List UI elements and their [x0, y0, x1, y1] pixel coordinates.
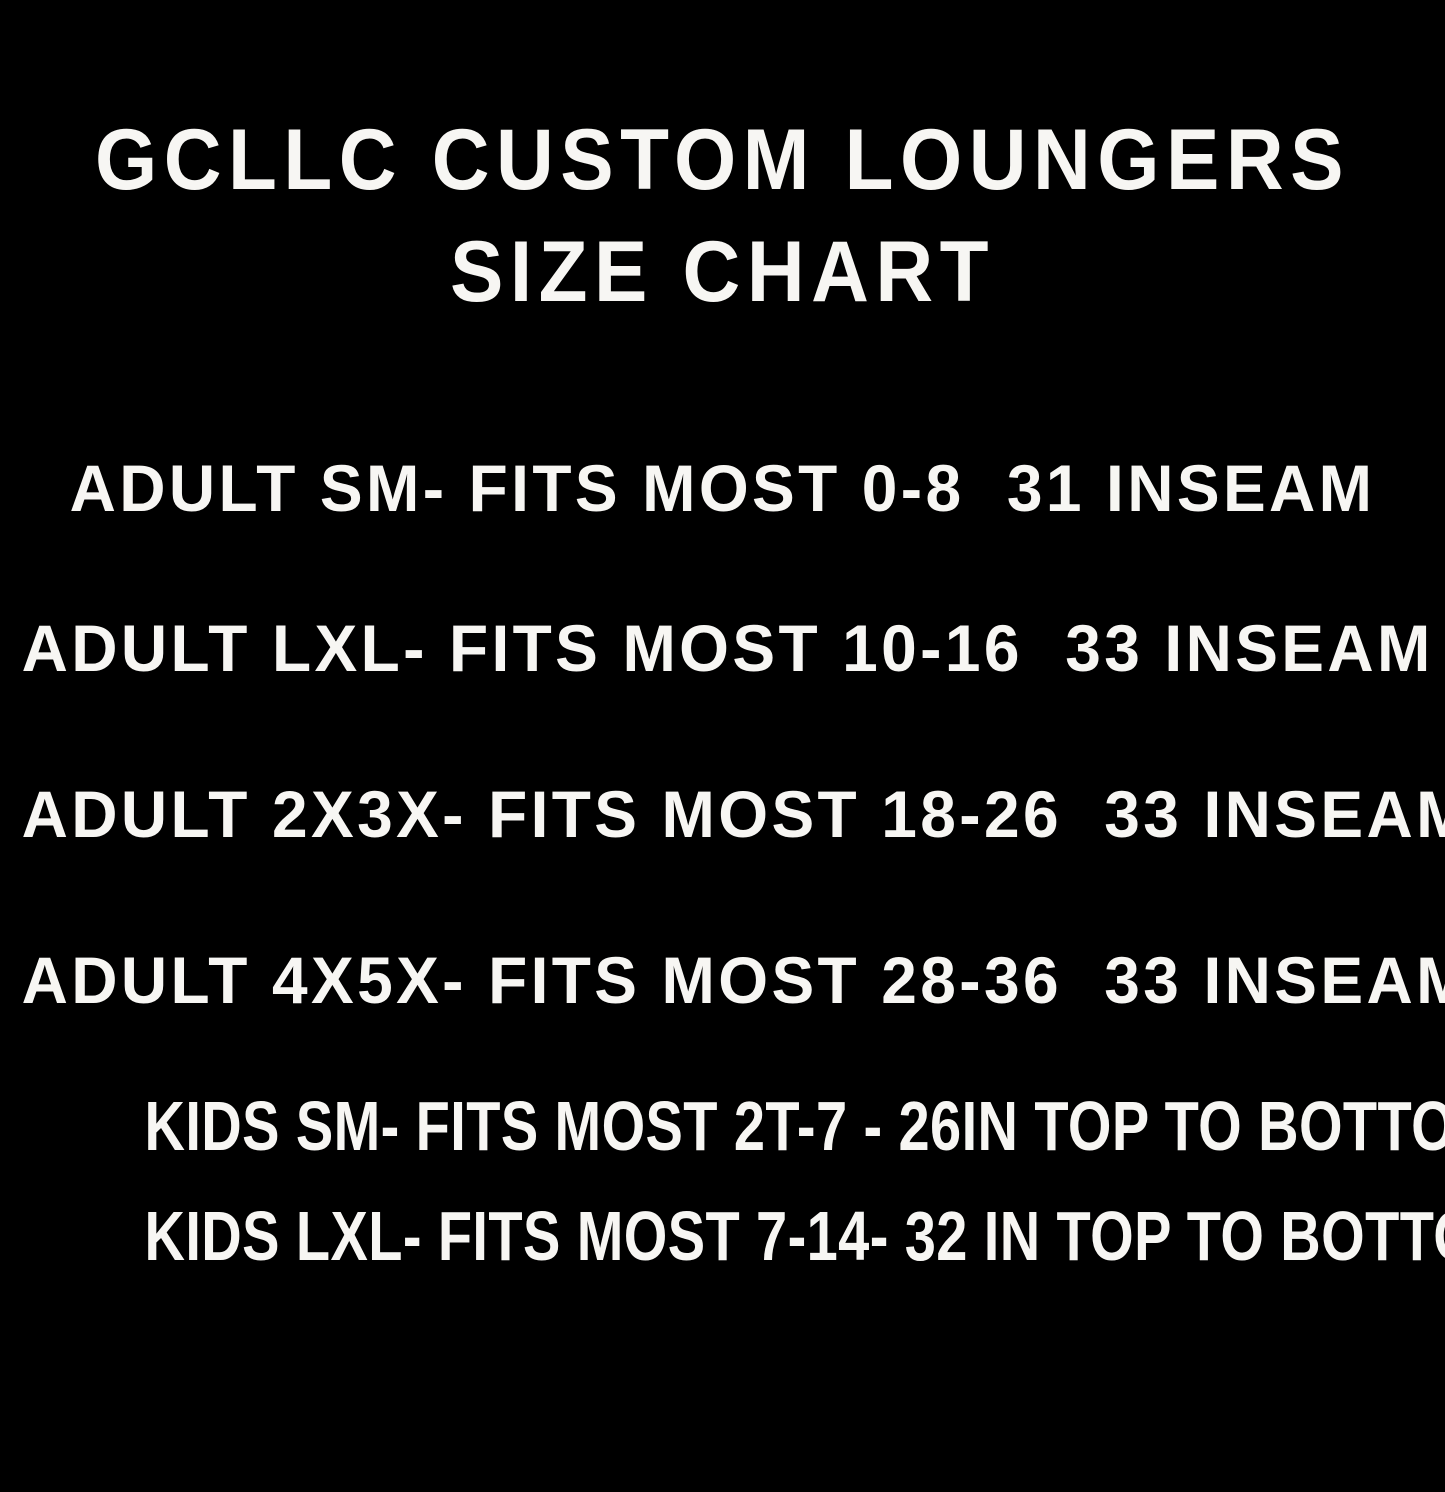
size-rows-list: ADULT SM- FITS MOST 0-8 31 INSEAM ADULT …	[0, 455, 1445, 1271]
size-row-adult-lxl: ADULT LXL- FITS MOST 10-16 33 INSEAM	[21, 611, 1434, 685]
size-row-adult-4x5x: ADULT 4X5X- FITS MOST 28-36 33 INSEAM	[21, 943, 1445, 1017]
title-line-brand: GCLLC CUSTOM LOUNGERS	[95, 112, 1350, 208]
size-row-kids-sm: KIDS SM- FITS MOST 2T-7 - 26IN TOP TO BO…	[144, 1087, 1445, 1165]
chart-title: GCLLC CUSTOM LOUNGERS SIZE CHART	[0, 104, 1445, 328]
size-row-adult-sm: ADULT SM- FITS MOST 0-8 31 INSEAM	[69, 451, 1376, 525]
title-line-subject: SIZE CHART	[450, 224, 995, 320]
size-row-adult-2x3x: ADULT 2X3X- FITS MOST 18-26 33 INSEAM	[21, 777, 1445, 851]
size-row-kids-lxl: KIDS LXL- FITS MOST 7-14- 32 IN TOP TO B…	[144, 1197, 1445, 1275]
